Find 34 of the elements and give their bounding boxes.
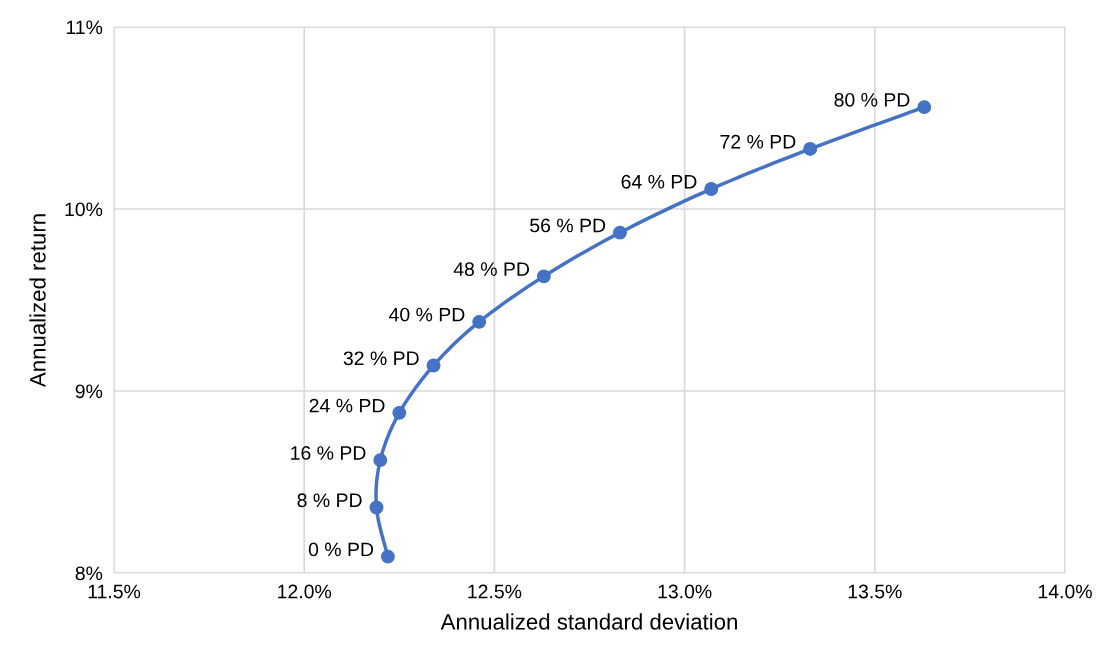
x-tick-label: 14.0% <box>1038 584 1092 599</box>
x-axis-title: Annualized standard deviation <box>440 613 737 630</box>
text: 0 % PD <box>308 542 374 557</box>
point <box>426 358 441 373</box>
point <box>472 314 487 329</box>
text: 80 % PD <box>834 92 910 107</box>
y-tick-label: 9% <box>75 384 103 399</box>
point <box>704 182 719 196</box>
x-tick-label: 12.5% <box>468 584 522 599</box>
x-tick-label: 13.5% <box>848 584 902 599</box>
text: 40 % PD <box>389 307 465 322</box>
point <box>803 141 818 156</box>
text: 64 % PD <box>621 174 697 189</box>
text: 24 % PD <box>309 398 385 413</box>
text: 8 % PD <box>297 493 362 508</box>
y-tick-label: 10% <box>65 202 103 217</box>
x-tick-label: 13.0% <box>658 584 712 599</box>
x-tick-label: 11.5% <box>88 584 141 599</box>
text: 56 % PD <box>530 218 606 233</box>
x-tick-label: 12.0% <box>278 584 332 599</box>
point <box>380 549 395 564</box>
text: 32 % PD <box>343 351 419 366</box>
point <box>536 269 551 284</box>
text: 48 % PD <box>453 262 530 276</box>
point <box>369 500 384 515</box>
point <box>917 100 932 115</box>
y-tick-label: 11% <box>66 20 103 35</box>
point <box>392 405 407 420</box>
point <box>612 225 627 240</box>
point <box>373 453 388 468</box>
y-tick-label: 8% <box>75 566 103 581</box>
text: 16 % PD <box>291 446 366 460</box>
y-axis-title: Annualized return <box>29 214 46 388</box>
text: 72 % PD <box>720 134 796 149</box>
